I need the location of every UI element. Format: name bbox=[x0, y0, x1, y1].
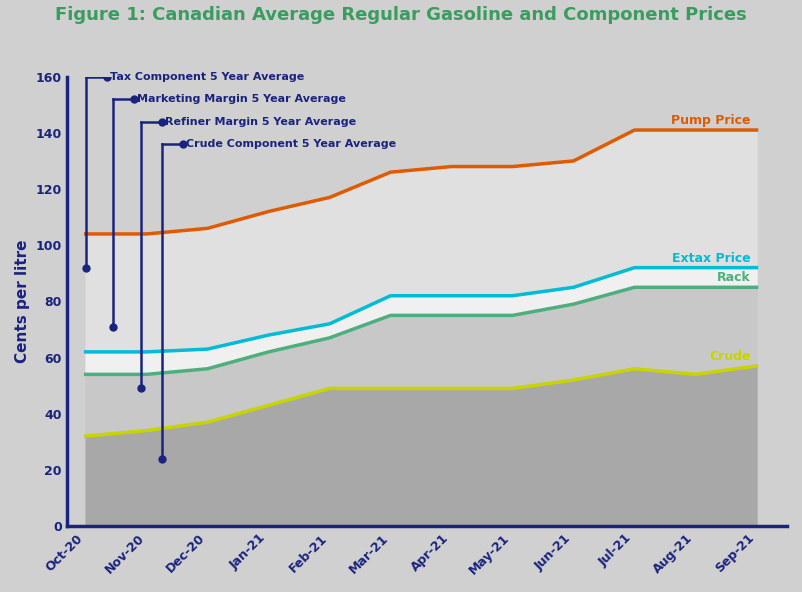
Text: Figure 1: Canadian Average Regular Gasoline and Component Prices: Figure 1: Canadian Average Regular Gasol… bbox=[55, 6, 747, 24]
Text: Marketing Margin 5 Year Average: Marketing Margin 5 Year Average bbox=[137, 94, 346, 104]
Text: Crude: Crude bbox=[709, 350, 751, 363]
Text: Crude Component 5 Year Average: Crude Component 5 Year Average bbox=[186, 139, 396, 149]
Text: Rack: Rack bbox=[717, 272, 751, 285]
Text: Tax Component 5 Year Average: Tax Component 5 Year Average bbox=[110, 72, 304, 82]
Text: Refiner Margin 5 Year Average: Refiner Margin 5 Year Average bbox=[165, 117, 356, 127]
Text: Extax Price: Extax Price bbox=[671, 252, 751, 265]
Text: Pump Price: Pump Price bbox=[671, 114, 751, 127]
Y-axis label: Cents per litre: Cents per litre bbox=[15, 240, 30, 363]
